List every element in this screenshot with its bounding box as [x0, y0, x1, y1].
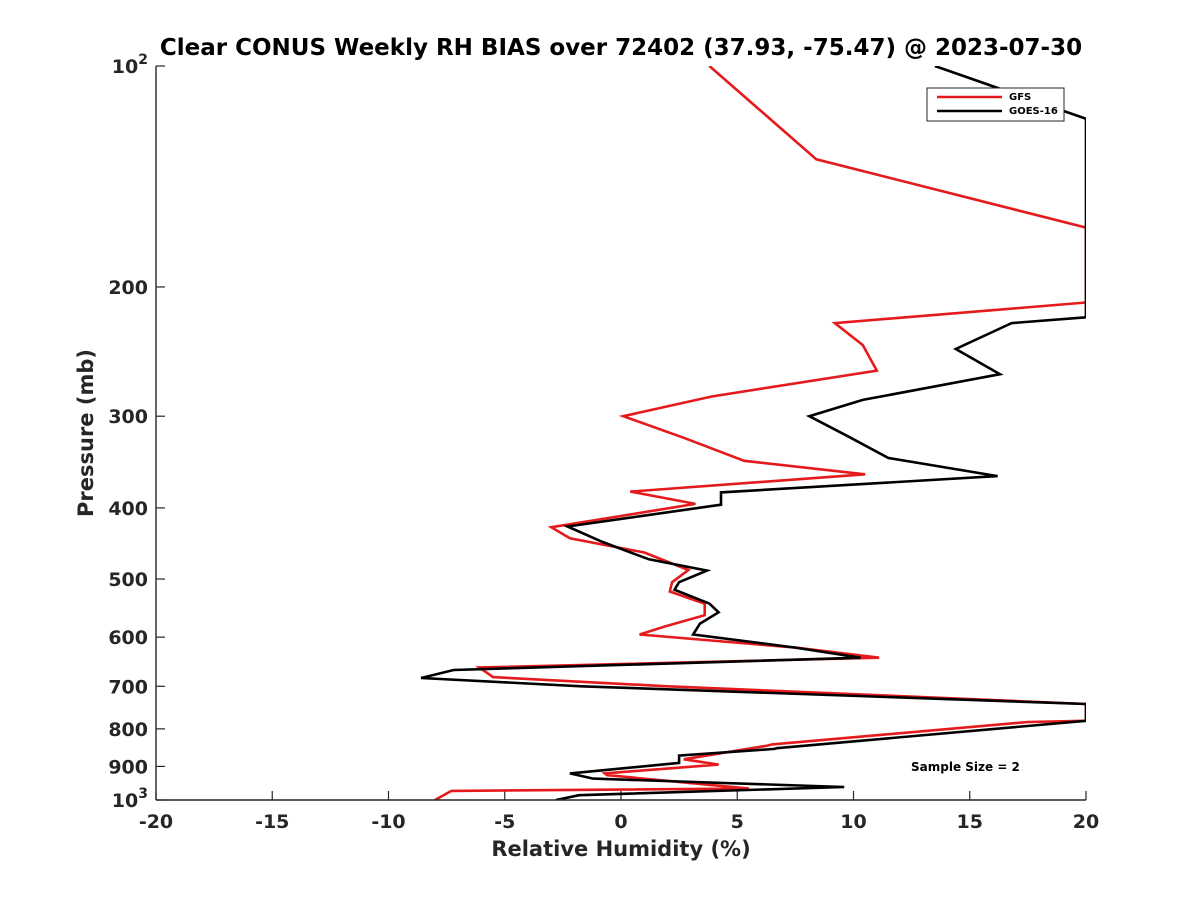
y-tick-label: 900: [108, 756, 148, 778]
x-tick-label: 20: [1073, 811, 1099, 833]
y-tick-exponent: 2: [138, 52, 148, 68]
series-line-gfs: [434, 66, 1086, 800]
chart-title: Clear CONUS Weekly RH BIAS over 72402 (3…: [160, 35, 1082, 61]
y-tick-label: 200: [108, 277, 148, 299]
y-axis-label: Pressure (mb): [74, 349, 98, 517]
y-tick-label: 400: [108, 498, 148, 520]
x-tick-label: -20: [139, 811, 173, 833]
series-layer: [420, 66, 1086, 800]
x-axis-label: Relative Humidity (%): [491, 837, 750, 861]
y-tick-label: 103: [112, 786, 148, 812]
x-tick-label: 5: [731, 811, 744, 833]
y-tick-label: 300: [108, 406, 148, 428]
legend-label-goes16: GOES-16: [1009, 106, 1058, 117]
y-tick-label: 700: [108, 676, 148, 698]
y-tick-exponent: 3: [138, 786, 148, 802]
y-tick-label: 102: [112, 52, 148, 78]
y-tick-label: 800: [108, 719, 148, 741]
y-tick-label: 600: [108, 627, 148, 649]
x-tick-label: 15: [957, 811, 983, 833]
x-axis-ticks: -20 -15 -10 -5 0 5 10 15 20: [139, 791, 1099, 833]
x-tick-label: -15: [255, 811, 289, 833]
x-tick-label: -5: [494, 811, 515, 833]
y-tick-base: 10: [112, 56, 138, 78]
y-tick-base: 10: [112, 790, 138, 812]
sample-size-annotation: Sample Size = 2: [911, 760, 1020, 774]
legend-label-gfs: GFS: [1009, 92, 1031, 103]
x-tick-label: 0: [614, 811, 627, 833]
x-tick-label: 10: [840, 811, 866, 833]
x-tick-label: -10: [371, 811, 405, 833]
series-line-goes16: [420, 66, 1086, 800]
legend-box: [926, 87, 1065, 122]
legend: GFS GOES-16: [926, 87, 1065, 122]
y-tick-label: 500: [108, 569, 148, 591]
